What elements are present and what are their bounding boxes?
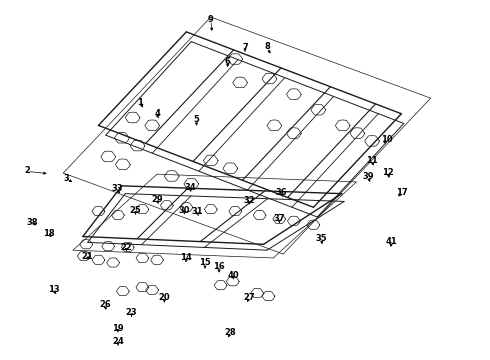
Text: 33: 33 — [111, 184, 122, 193]
Text: 25: 25 — [129, 206, 141, 215]
Text: 36: 36 — [276, 188, 288, 197]
Text: 38: 38 — [26, 217, 38, 226]
Text: 40: 40 — [227, 271, 239, 280]
Text: 11: 11 — [366, 156, 378, 165]
Text: 10: 10 — [381, 135, 392, 144]
Text: 31: 31 — [191, 207, 203, 216]
Text: 1: 1 — [137, 98, 143, 107]
Text: 6: 6 — [225, 57, 231, 66]
Text: 24: 24 — [112, 337, 124, 346]
Text: 41: 41 — [386, 237, 397, 246]
Text: 4: 4 — [154, 109, 160, 118]
Text: 5: 5 — [193, 115, 199, 124]
Text: 39: 39 — [363, 172, 374, 181]
Text: 12: 12 — [382, 168, 394, 177]
Text: 3: 3 — [64, 174, 70, 183]
Text: 7: 7 — [242, 43, 248, 52]
Text: 9: 9 — [208, 15, 214, 24]
Text: 29: 29 — [151, 195, 163, 204]
Text: 26: 26 — [99, 300, 111, 309]
Text: 32: 32 — [243, 196, 255, 205]
Text: 18: 18 — [43, 229, 54, 238]
Text: 17: 17 — [395, 188, 407, 197]
Text: 14: 14 — [180, 253, 192, 262]
Text: 20: 20 — [159, 293, 170, 302]
Text: 37: 37 — [273, 215, 285, 224]
Text: 13: 13 — [48, 285, 59, 294]
Text: 2: 2 — [24, 166, 30, 175]
Text: 28: 28 — [224, 328, 236, 337]
Text: 15: 15 — [199, 258, 211, 267]
Text: 23: 23 — [126, 308, 138, 317]
Text: 35: 35 — [316, 234, 327, 243]
Text: 8: 8 — [264, 42, 270, 51]
Text: 34: 34 — [184, 183, 196, 192]
Text: 22: 22 — [121, 243, 132, 252]
Text: 21: 21 — [82, 252, 94, 261]
Text: 27: 27 — [243, 293, 255, 302]
Text: 30: 30 — [178, 206, 190, 215]
Text: 19: 19 — [112, 324, 124, 333]
Text: 16: 16 — [213, 262, 225, 271]
